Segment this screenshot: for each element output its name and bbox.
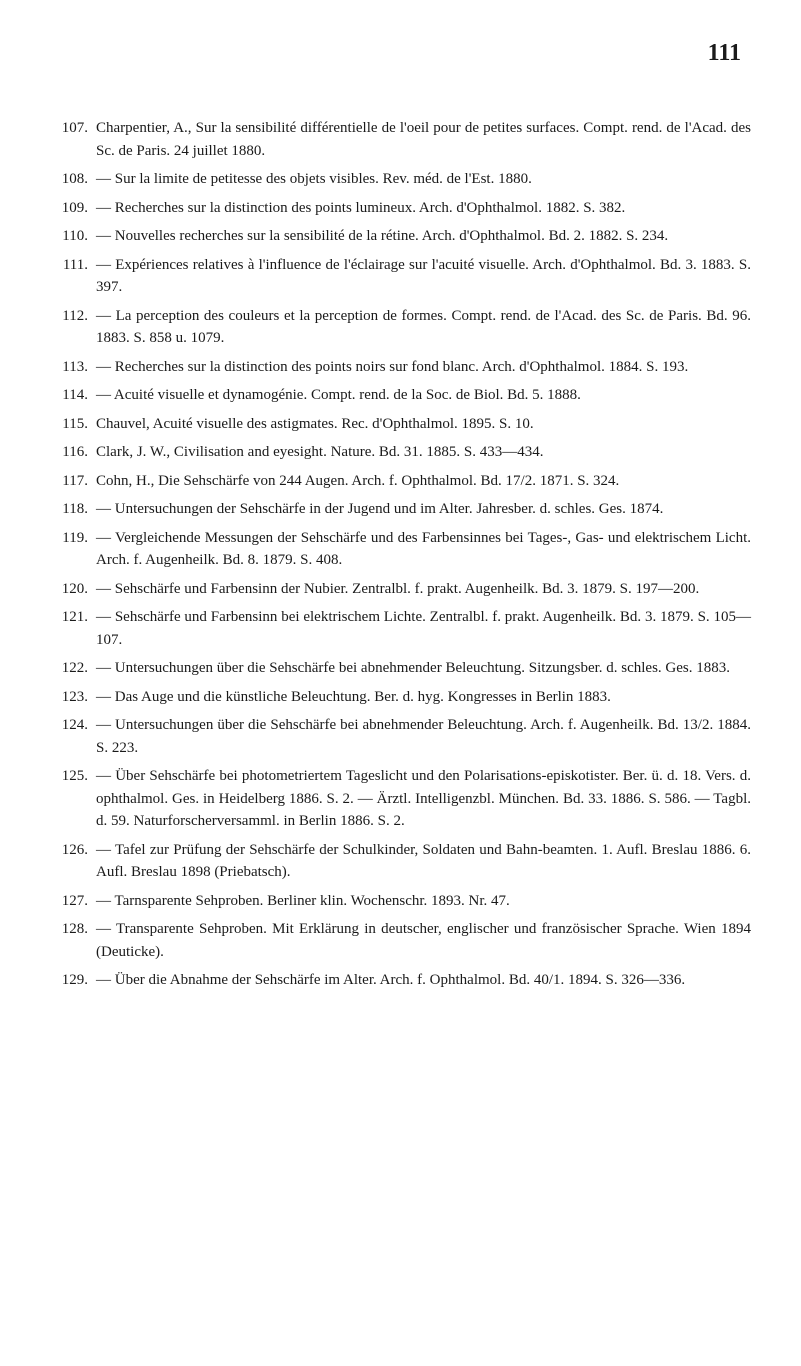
- bibliography-entry: 119.— Vergleichende Messungen der Sehsch…: [60, 527, 751, 572]
- entry-text: — Recherches sur la distinction des poin…: [96, 197, 751, 220]
- entry-number: 114.: [60, 384, 96, 407]
- bibliography-entry: 118.— Untersuchungen der Sehschärfe in d…: [60, 498, 751, 521]
- bibliography-entry: 122.— Untersuchungen über die Sehschärfe…: [60, 657, 751, 680]
- entry-text: Clark, J. W., Civilisation and eyesight.…: [96, 441, 751, 464]
- entry-number: 122.: [60, 657, 96, 680]
- entry-number: 115.: [60, 413, 96, 436]
- entry-number: 127.: [60, 890, 96, 913]
- entry-text: Cohn, H., Die Sehschärfe von 244 Augen. …: [96, 470, 751, 493]
- bibliography-entry: 112.— La perception des couleurs et la p…: [60, 305, 751, 350]
- bibliography-entry: 123.— Das Auge und die künstliche Beleuc…: [60, 686, 751, 709]
- entry-number: 129.: [60, 969, 96, 992]
- entry-text: — Tafel zur Prüfung der Sehschärfe der S…: [96, 839, 751, 884]
- entry-number: 117.: [60, 470, 96, 493]
- entry-number: 124.: [60, 714, 96, 759]
- entry-text: Chauvel, Acuité visuelle des astigmates.…: [96, 413, 751, 436]
- bibliography-list: 107.Charpentier, A., Sur la sensibilité …: [60, 117, 751, 998]
- entry-text: — Acuité visuelle et dynamogénie. Compt.…: [96, 384, 751, 407]
- entry-text: — Sur la limite de petitesse des objets …: [96, 168, 751, 191]
- entry-number: 111.: [60, 254, 96, 299]
- bibliography-entry: 108.— Sur la limite de petitesse des obj…: [60, 168, 751, 191]
- bibliography-entry: 129.— Über die Abnahme der Sehschärfe im…: [60, 969, 751, 992]
- entry-number: 121.: [60, 606, 96, 651]
- entry-number: 119.: [60, 527, 96, 572]
- bibliography-entry: 107.Charpentier, A., Sur la sensibilité …: [60, 117, 751, 162]
- entry-text: — Sehschärfe und Farbensinn bei elektris…: [96, 606, 751, 651]
- bibliography-entry: 113.— Recherches sur la distinction des …: [60, 356, 751, 379]
- entry-number: 116.: [60, 441, 96, 464]
- entry-text: — Untersuchungen der Sehschärfe in der J…: [96, 498, 751, 521]
- bibliography-entry: 116.Clark, J. W., Civilisation and eyesi…: [60, 441, 751, 464]
- bibliography-entry: 124.— Untersuchungen über die Sehschärfe…: [60, 714, 751, 759]
- entry-number: 113.: [60, 356, 96, 379]
- entry-number: 126.: [60, 839, 96, 884]
- bibliography-entry: 117.Cohn, H., Die Sehschärfe von 244 Aug…: [60, 470, 751, 493]
- entry-text: — Transparente Sehproben. Mit Erklärung …: [96, 918, 751, 963]
- bibliography-entry: 120.— Sehschärfe und Farbensinn der Nubi…: [60, 578, 751, 601]
- entry-text: — Das Auge und die künstliche Beleuchtun…: [96, 686, 751, 709]
- entry-number: 120.: [60, 578, 96, 601]
- bibliography-entry: 114.— Acuité visuelle et dynamogénie. Co…: [60, 384, 751, 407]
- page-number: 111: [60, 40, 751, 67]
- entry-number: 107.: [60, 117, 96, 162]
- entry-text: — Recherches sur la distinction des poin…: [96, 356, 751, 379]
- entry-text: — Untersuchungen über die Sehschärfe bei…: [96, 657, 751, 680]
- entry-text: — Sehschärfe und Farbensinn der Nubier. …: [96, 578, 751, 601]
- bibliography-entry: 111.— Expériences relatives à l'influenc…: [60, 254, 751, 299]
- entry-text: — Vergleichende Messungen der Sehschärfe…: [96, 527, 751, 572]
- entry-number: 112.: [60, 305, 96, 350]
- entry-number: 118.: [60, 498, 96, 521]
- entry-text: — Über Sehschärfe bei photometriertem Ta…: [96, 765, 751, 833]
- bibliography-entry: 126.— Tafel zur Prüfung der Sehschärfe d…: [60, 839, 751, 884]
- bibliography-entry: 109.— Recherches sur la distinction des …: [60, 197, 751, 220]
- entry-text: — Untersuchungen über die Sehschärfe bei…: [96, 714, 751, 759]
- bibliography-entry: 110.— Nouvelles recherches sur la sensib…: [60, 225, 751, 248]
- entry-number: 108.: [60, 168, 96, 191]
- entry-text: — La perception des couleurs et la perce…: [96, 305, 751, 350]
- entry-number: 109.: [60, 197, 96, 220]
- bibliography-entry: 115.Chauvel, Acuité visuelle des astigma…: [60, 413, 751, 436]
- bibliography-entry: 121.— Sehschärfe und Farbensinn bei elek…: [60, 606, 751, 651]
- entry-number: 128.: [60, 918, 96, 963]
- entry-text: — Expériences relatives à l'influence de…: [96, 254, 751, 299]
- entry-text: — Tarnsparente Sehproben. Berliner klin.…: [96, 890, 751, 913]
- entry-number: 110.: [60, 225, 96, 248]
- entry-number: 123.: [60, 686, 96, 709]
- bibliography-entry: 125.— Über Sehschärfe bei photometrierte…: [60, 765, 751, 833]
- entry-text: Charpentier, A., Sur la sensibilité diff…: [96, 117, 751, 162]
- bibliography-entry: 128.— Transparente Sehproben. Mit Erklär…: [60, 918, 751, 963]
- entry-text: — Über die Abnahme der Sehschärfe im Alt…: [96, 969, 751, 992]
- bibliography-entry: 127.— Tarnsparente Sehproben. Berliner k…: [60, 890, 751, 913]
- entry-text: — Nouvelles recherches sur la sensibilit…: [96, 225, 751, 248]
- entry-number: 125.: [60, 765, 96, 833]
